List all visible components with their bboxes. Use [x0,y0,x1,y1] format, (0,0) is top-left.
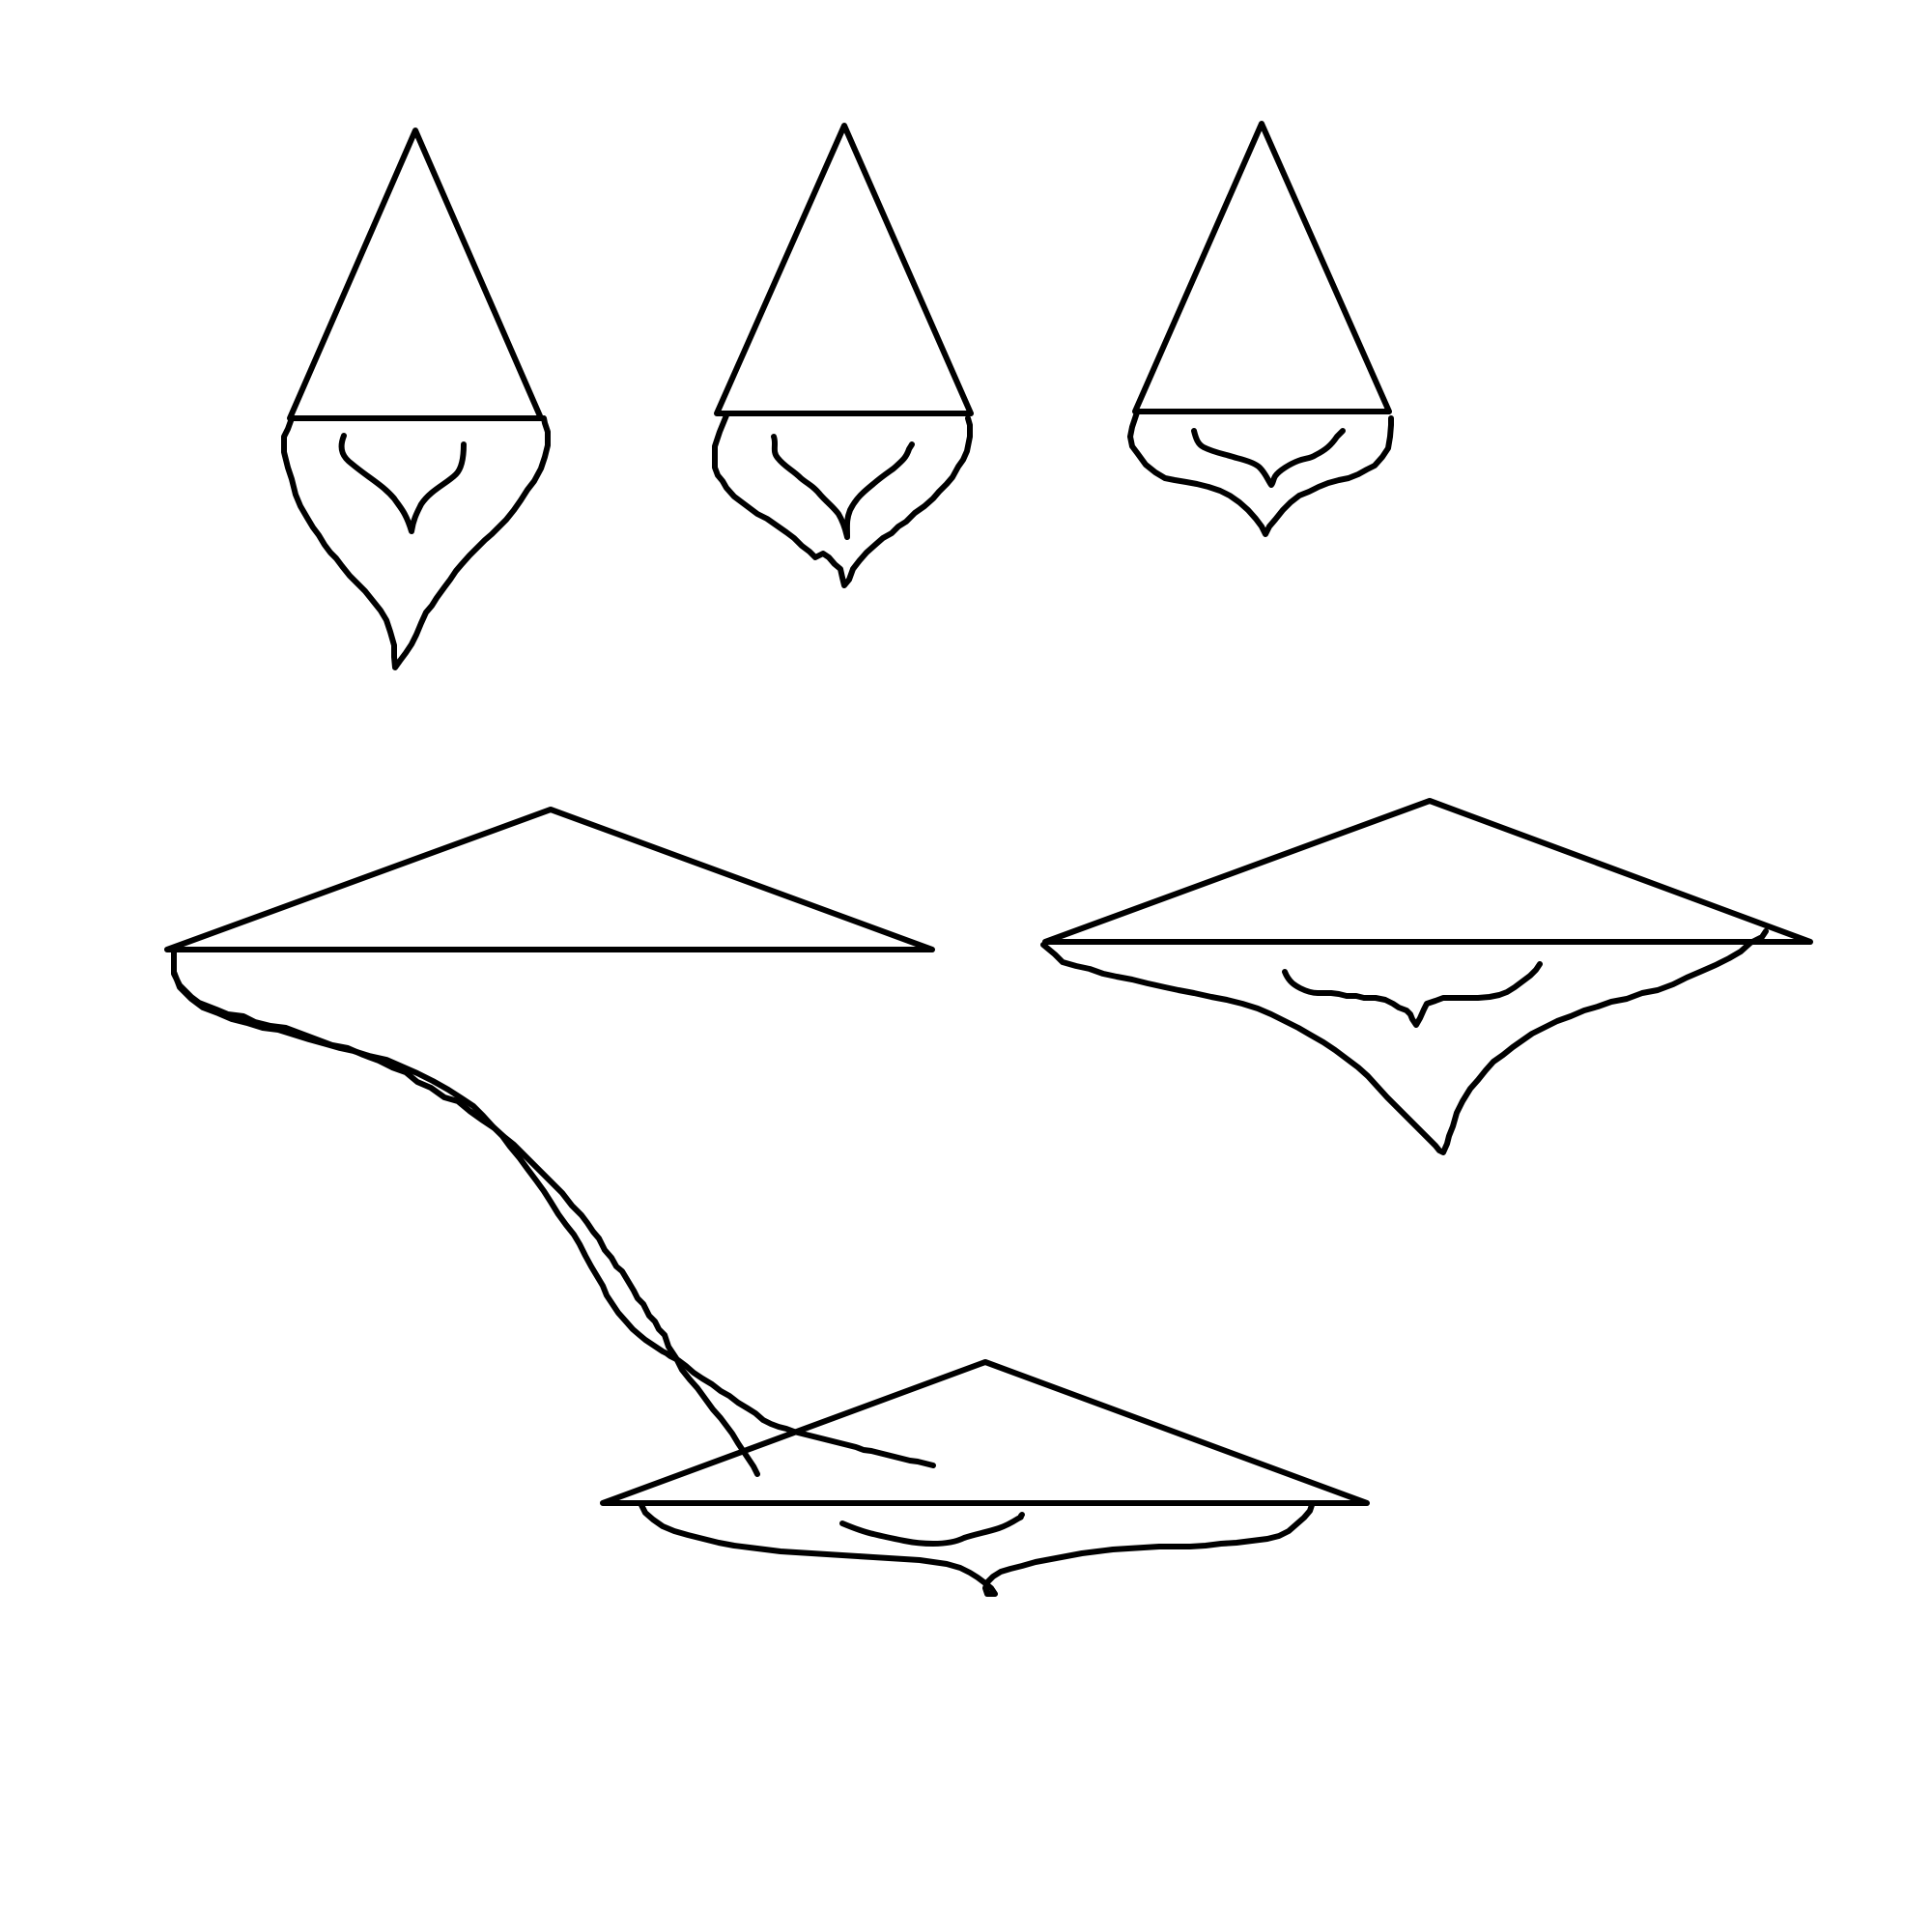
hat-triangle [164,807,935,952]
hat-triangle [600,1359,1370,1506]
mustache [1282,961,1543,1028]
hat-figure-6 [600,1359,1370,1597]
hat-figure-4 [164,807,936,1477]
hat-triangle [1132,121,1392,414]
mustache [338,433,467,534]
mustache [1191,428,1346,488]
hat-triangle [287,128,544,421]
hat-figure-5 [1040,798,1813,1155]
beard-outline [712,412,973,588]
beard-outline [1040,928,1769,1155]
hat-figure-2 [712,123,974,588]
mustache [839,1512,1025,1547]
beard-outline [1127,410,1394,537]
beard-outline [171,949,760,1477]
beard-outline [639,1502,1315,1597]
mustache [771,434,915,540]
hat-triangle [1042,798,1813,945]
hat-figure-1 [281,128,551,670]
beard-outline [281,415,551,670]
hat-triangle [714,123,974,416]
hat-figure-3 [1127,121,1394,537]
